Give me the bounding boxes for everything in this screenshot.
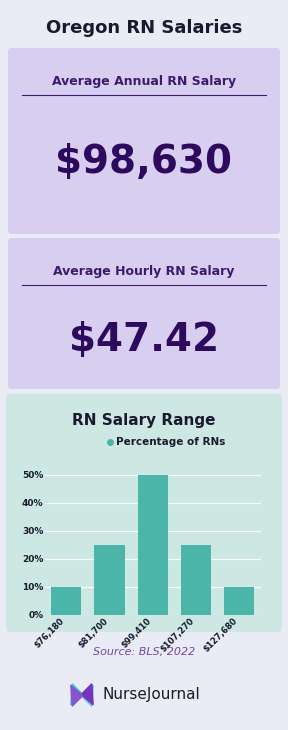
FancyBboxPatch shape (8, 238, 280, 389)
FancyBboxPatch shape (6, 394, 282, 632)
Text: Average Hourly RN Salary: Average Hourly RN Salary (53, 266, 235, 279)
Text: NurseJournal: NurseJournal (102, 688, 200, 702)
Text: Source: BLS, 2022: Source: BLS, 2022 (93, 647, 195, 657)
Polygon shape (71, 685, 82, 706)
Bar (224, 587, 254, 615)
Text: $98,630: $98,630 (56, 143, 232, 181)
Polygon shape (82, 685, 93, 706)
Polygon shape (71, 684, 82, 704)
Text: Oregon RN Salaries: Oregon RN Salaries (46, 19, 242, 37)
Bar (51, 587, 82, 615)
Text: Average Annual RN Salary: Average Annual RN Salary (52, 75, 236, 88)
Polygon shape (82, 684, 93, 704)
FancyBboxPatch shape (8, 48, 280, 234)
Bar (138, 474, 168, 615)
Text: $47.42: $47.42 (69, 321, 219, 359)
Bar (181, 545, 211, 615)
Text: Percentage of RNs: Percentage of RNs (116, 437, 226, 447)
Bar (94, 545, 125, 615)
Text: RN Salary Range: RN Salary Range (72, 412, 216, 428)
